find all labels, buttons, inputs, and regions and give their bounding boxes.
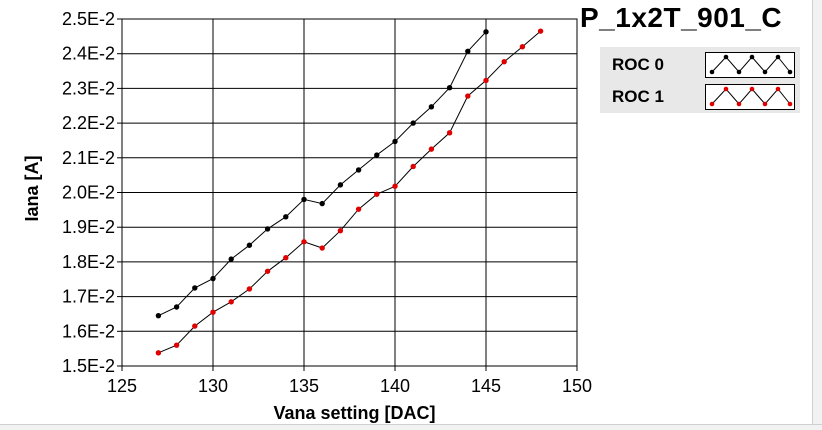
x-tick-label: 130 [198,376,228,396]
legend-swatch-marker [749,54,755,60]
data-point-roc-0 [374,152,380,158]
legend-swatch-marker [723,86,729,92]
data-point-roc-1 [246,286,253,292]
legend-swatch-marker [762,101,768,107]
y-tick-label: 1.6E-2 [62,321,115,341]
data-point-roc-1 [228,299,234,305]
legend-item-roc-0: ROC 0 [600,49,800,79]
data-point-roc-0 [228,256,234,262]
y-tick-label: 2.3E-2 [62,78,115,98]
legend: ROC 0 ROC 1 [600,47,800,113]
legend-label-roc-0: ROC 0 [612,55,664,74]
window-edge-bottom [0,424,822,430]
data-point-roc-0 [283,214,289,220]
data-point-roc-1 [283,255,289,261]
y-tick-label: 2.5E-2 [62,9,115,29]
data-point-roc-1 [501,58,507,65]
data-point-roc-0 [155,312,162,319]
data-point-roc-1 [173,342,180,348]
legend-item-roc-1: ROC 1 [600,81,800,111]
legend-swatch-marker [736,101,742,107]
data-point-roc-1 [264,268,271,274]
legend-swatch-marker [709,101,715,107]
legend-swatch-marker [723,54,729,60]
x-axis-label: Vana setting [DAC] [273,403,435,423]
y-axis-label: Iana [A] [22,155,42,221]
y-tick-label: 1.5E-2 [62,356,115,376]
data-point-roc-0 [392,138,398,145]
data-point-roc-0 [465,48,471,54]
data-point-roc-0 [355,167,362,173]
data-point-roc-1 [337,227,344,234]
x-tick-label: 140 [380,376,410,396]
x-tick-label: 145 [471,376,501,396]
data-point-roc-1 [355,206,362,212]
series-line-roc-1 [158,30,541,354]
data-point-roc-0 [319,200,325,207]
legend-swatch-roc-0 [705,52,795,78]
x-tick-label: 125 [107,376,137,396]
y-tick-label: 2.0E-2 [62,183,115,203]
data-point-roc-0 [192,285,198,291]
legend-swatch-marker [709,69,715,75]
data-point-roc-1 [319,245,325,251]
data-point-roc-1 [537,28,544,34]
data-point-roc-0 [301,196,307,203]
legend-swatch-marker [775,54,781,60]
y-tick-label: 2.1E-2 [62,148,115,168]
data-point-roc-1 [192,323,198,329]
data-point-roc-0 [483,29,489,35]
data-point-roc-1 [483,77,489,84]
data-point-roc-0 [428,104,435,110]
data-point-roc-0 [337,182,344,188]
y-tick-label: 2.2E-2 [62,113,115,133]
data-point-roc-1 [410,163,416,170]
data-point-roc-0 [264,226,271,232]
data-point-roc-1 [465,93,471,99]
legend-swatch-marker [749,86,755,92]
data-point-roc-1 [374,191,380,197]
data-point-roc-0 [446,85,453,91]
data-point-roc-1 [392,183,398,189]
data-point-roc-1 [210,309,216,315]
data-point-roc-1 [519,44,526,50]
legend-swatch-marker [736,69,742,75]
data-point-roc-1 [301,239,307,245]
legend-label-roc-1: ROC 1 [612,87,664,106]
y-tick-label: 2.4E-2 [62,44,115,64]
data-point-roc-0 [210,275,216,282]
y-tick-label: 1.8E-2 [62,252,115,272]
legend-swatch-marker [775,86,781,92]
data-point-roc-0 [173,304,180,310]
legend-swatch-roc-1 [705,84,795,110]
window-edge-right [812,0,822,430]
x-tick-label: 135 [289,376,319,396]
data-point-roc-1 [428,146,435,152]
x-tick-label: 150 [562,376,592,396]
legend-swatch-marker [762,69,768,75]
data-point-roc-0 [410,120,416,126]
chart-title: P_1x2T_901_C [580,2,783,33]
y-tick-label: 1.9E-2 [62,217,115,237]
legend-swatch-marker [787,101,793,107]
data-point-roc-1 [155,350,162,356]
legend-swatch-marker [787,69,793,75]
data-point-roc-0 [246,242,253,248]
data-point-roc-1 [446,130,453,136]
y-tick-label: 1.7E-2 [62,287,115,307]
